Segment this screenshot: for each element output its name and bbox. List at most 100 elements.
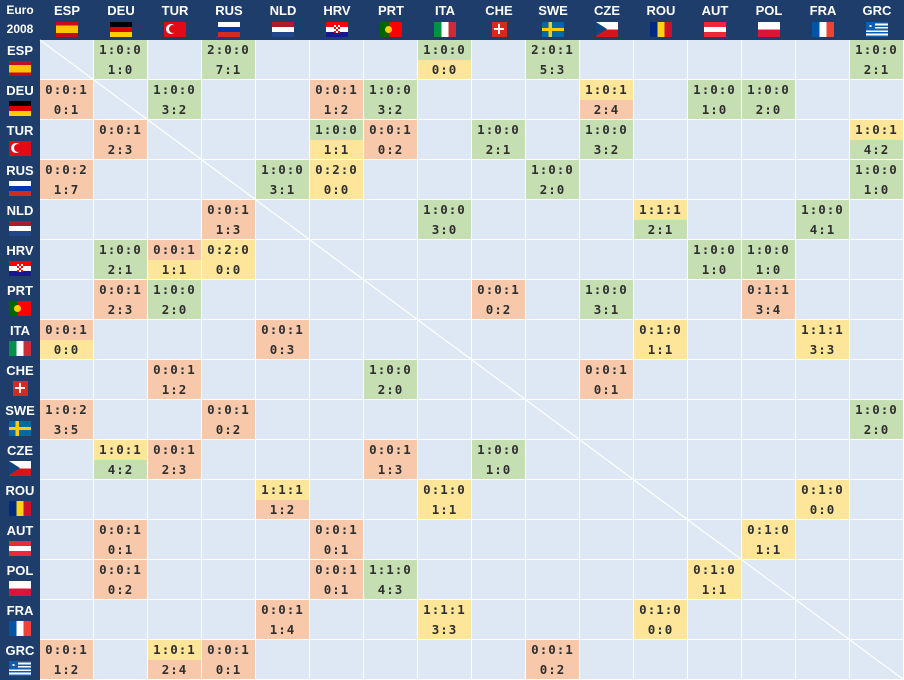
empty-cell bbox=[526, 440, 580, 480]
match-score: 3:1 bbox=[256, 179, 309, 199]
column-header-rou: ROU bbox=[634, 0, 688, 40]
match-score: 2:4 bbox=[148, 659, 201, 679]
empty-cell bbox=[742, 560, 796, 600]
empty-cell bbox=[202, 600, 256, 640]
empty-cell bbox=[796, 360, 850, 400]
match-record: 0:0:1 bbox=[310, 520, 363, 540]
match-score: 1:1 bbox=[688, 579, 741, 599]
empty-cell bbox=[418, 240, 472, 280]
empty-cell bbox=[796, 640, 850, 680]
flag-che-icon bbox=[491, 19, 507, 39]
empty-cell bbox=[742, 440, 796, 480]
empty-cell bbox=[256, 640, 310, 680]
row-header-label: CZE bbox=[7, 443, 33, 458]
match-score: 2:0 bbox=[850, 419, 903, 439]
match-score: 3:3 bbox=[418, 619, 471, 639]
flag-deu-icon bbox=[9, 101, 31, 116]
match-cell: 1:0:0 3:2 bbox=[580, 120, 634, 160]
empty-cell bbox=[850, 560, 904, 600]
match-score: 0:2 bbox=[202, 419, 255, 439]
empty-cell bbox=[796, 400, 850, 440]
flag-cze-icon bbox=[9, 461, 31, 476]
flag-aut-icon bbox=[704, 22, 726, 37]
flag-ita-icon bbox=[9, 341, 31, 356]
empty-cell bbox=[634, 280, 688, 320]
match-record: 1:0:0 bbox=[526, 160, 579, 180]
empty-cell bbox=[148, 160, 202, 200]
column-header-cze: CZE bbox=[580, 0, 634, 40]
empty-cell bbox=[94, 320, 148, 360]
match-record: 0:0:1 bbox=[472, 280, 525, 300]
empty-cell bbox=[148, 120, 202, 160]
match-cell: 0:0:1 2:3 bbox=[94, 280, 148, 320]
empty-cell bbox=[256, 80, 310, 120]
row-header-label: AUT bbox=[6, 523, 34, 538]
flag-rou-icon bbox=[9, 501, 31, 516]
empty-cell bbox=[256, 400, 310, 440]
match-record: 1:0:0 bbox=[472, 440, 525, 460]
match-cell: 0:0:1 1:2 bbox=[310, 80, 364, 120]
empty-cell bbox=[796, 120, 850, 160]
match-score: 0:3 bbox=[256, 339, 309, 359]
row-header-label: SWE bbox=[5, 403, 35, 418]
empty-cell bbox=[688, 440, 742, 480]
match-cell: 2:0:1 5:3 bbox=[526, 40, 580, 80]
row-header-label: RUS bbox=[6, 163, 34, 178]
match-record: 0:0:1 bbox=[310, 80, 363, 100]
empty-cell bbox=[310, 600, 364, 640]
match-record: 1:0:0 bbox=[364, 80, 417, 100]
flag-fra-icon bbox=[9, 621, 31, 636]
empty-cell bbox=[850, 440, 904, 480]
match-score: 2:1 bbox=[472, 139, 525, 159]
empty-cell bbox=[688, 320, 742, 360]
row-header-che: CHE bbox=[0, 360, 40, 400]
column-header-che: CHE bbox=[472, 0, 526, 40]
column-header-prt: PRT bbox=[364, 0, 418, 40]
match-cell: 0:0:1 0:2 bbox=[94, 560, 148, 600]
empty-cell bbox=[310, 200, 364, 240]
match-cell: 0:0:2 1:7 bbox=[40, 160, 94, 200]
row-header-label: GRC bbox=[5, 643, 35, 658]
match-score: 0:0 bbox=[796, 499, 849, 519]
match-record: 1:0:1 bbox=[148, 640, 201, 660]
empty-cell bbox=[364, 40, 418, 80]
empty-cell bbox=[472, 80, 526, 120]
match-score: 0:2 bbox=[526, 659, 579, 679]
empty-cell bbox=[526, 320, 580, 360]
column-header-label: PRT bbox=[378, 3, 404, 18]
match-cell: 0:0:1 0:2 bbox=[364, 120, 418, 160]
match-record: 0:0:1 bbox=[94, 520, 147, 540]
empty-cell bbox=[850, 480, 904, 520]
empty-cell bbox=[742, 40, 796, 80]
match-record: 0:0:1 bbox=[364, 440, 417, 460]
match-record: 1:0:1 bbox=[850, 120, 903, 140]
empty-cell bbox=[202, 120, 256, 160]
flag-esp-icon bbox=[9, 61, 31, 76]
empty-cell bbox=[850, 640, 904, 680]
row-header-rus: RUS bbox=[0, 160, 40, 200]
row-header-cze: CZE bbox=[0, 440, 40, 480]
column-header-esp: ESP bbox=[40, 0, 94, 40]
empty-cell bbox=[418, 640, 472, 680]
column-header-label: ROU bbox=[646, 3, 676, 18]
empty-cell bbox=[94, 200, 148, 240]
match-record: 1:0:1 bbox=[580, 80, 633, 100]
match-score: 0:0 bbox=[418, 59, 471, 79]
match-score: 1:2 bbox=[40, 659, 93, 679]
empty-cell bbox=[148, 600, 202, 640]
match-record: 0:1:1 bbox=[742, 280, 795, 300]
flag-grc-icon bbox=[9, 661, 31, 676]
row-header-label: FRA bbox=[6, 603, 34, 618]
match-record: 0:1:0 bbox=[634, 320, 687, 340]
empty-cell bbox=[310, 240, 364, 280]
empty-cell bbox=[580, 40, 634, 80]
empty-cell bbox=[688, 520, 742, 560]
empty-cell bbox=[580, 640, 634, 680]
empty-cell bbox=[418, 440, 472, 480]
match-cell: 0:0:1 0:1 bbox=[40, 80, 94, 120]
match-record: 0:1:0 bbox=[688, 560, 741, 580]
empty-cell bbox=[526, 120, 580, 160]
empty-cell bbox=[364, 160, 418, 200]
empty-cell bbox=[742, 120, 796, 160]
match-record: 1:0:0 bbox=[148, 80, 201, 100]
